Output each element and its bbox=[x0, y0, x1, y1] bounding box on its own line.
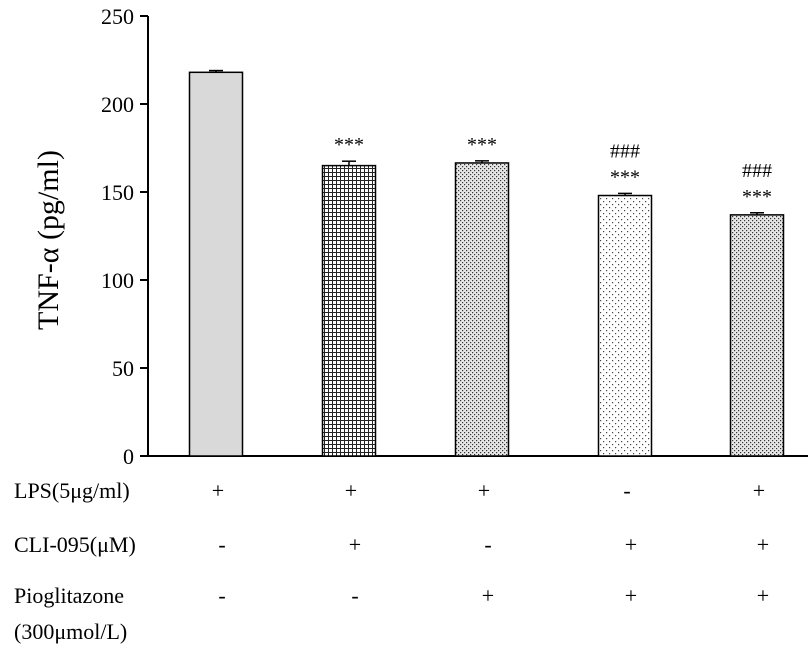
condition-sign: + bbox=[757, 583, 769, 608]
condition-sign: + bbox=[625, 532, 637, 557]
condition-sign: + bbox=[753, 478, 765, 503]
y-tick-label: 200 bbox=[101, 92, 134, 117]
condition-sign: + bbox=[345, 478, 357, 503]
significance-label: *** bbox=[467, 134, 497, 156]
y-tick-label: 250 bbox=[101, 4, 134, 29]
bar-1 bbox=[188, 71, 244, 457]
significance-label: *** bbox=[334, 134, 364, 156]
condition-label-line2: (300μmol/L) bbox=[14, 619, 127, 644]
condition-sign: - bbox=[351, 583, 358, 608]
y-tick-label: 50 bbox=[112, 356, 134, 381]
condition-sign: + bbox=[478, 478, 490, 503]
condition-sign: + bbox=[625, 583, 637, 608]
significance-label: ### bbox=[742, 160, 772, 182]
condition-sign: + bbox=[349, 532, 361, 557]
condition-label: Pioglitazone bbox=[14, 583, 124, 608]
condition-sign: + bbox=[482, 583, 494, 608]
bar-3 bbox=[454, 162, 510, 457]
y-tick-label: 100 bbox=[101, 268, 134, 293]
condition-sign: - bbox=[623, 478, 630, 503]
condition-sign: + bbox=[757, 532, 769, 557]
bar-4 bbox=[597, 194, 653, 457]
bar-5 bbox=[729, 214, 785, 457]
significance-label: *** bbox=[742, 186, 772, 208]
condition-sign: - bbox=[218, 583, 225, 608]
condition-sign: - bbox=[218, 532, 225, 557]
condition-label: LPS(5μg/ml) bbox=[14, 478, 130, 503]
significance-label: *** bbox=[610, 166, 640, 188]
bar-2 bbox=[321, 164, 377, 457]
y-tick-label: 0 bbox=[123, 444, 134, 469]
condition-sign: - bbox=[484, 532, 491, 557]
significance-label: ### bbox=[610, 140, 640, 162]
y-tick-label: 150 bbox=[101, 180, 134, 205]
y-axis-label: TNF-α (pg/ml) bbox=[32, 150, 65, 330]
condition-sign: + bbox=[212, 478, 224, 503]
condition-label: CLI-095(μM) bbox=[14, 532, 136, 557]
